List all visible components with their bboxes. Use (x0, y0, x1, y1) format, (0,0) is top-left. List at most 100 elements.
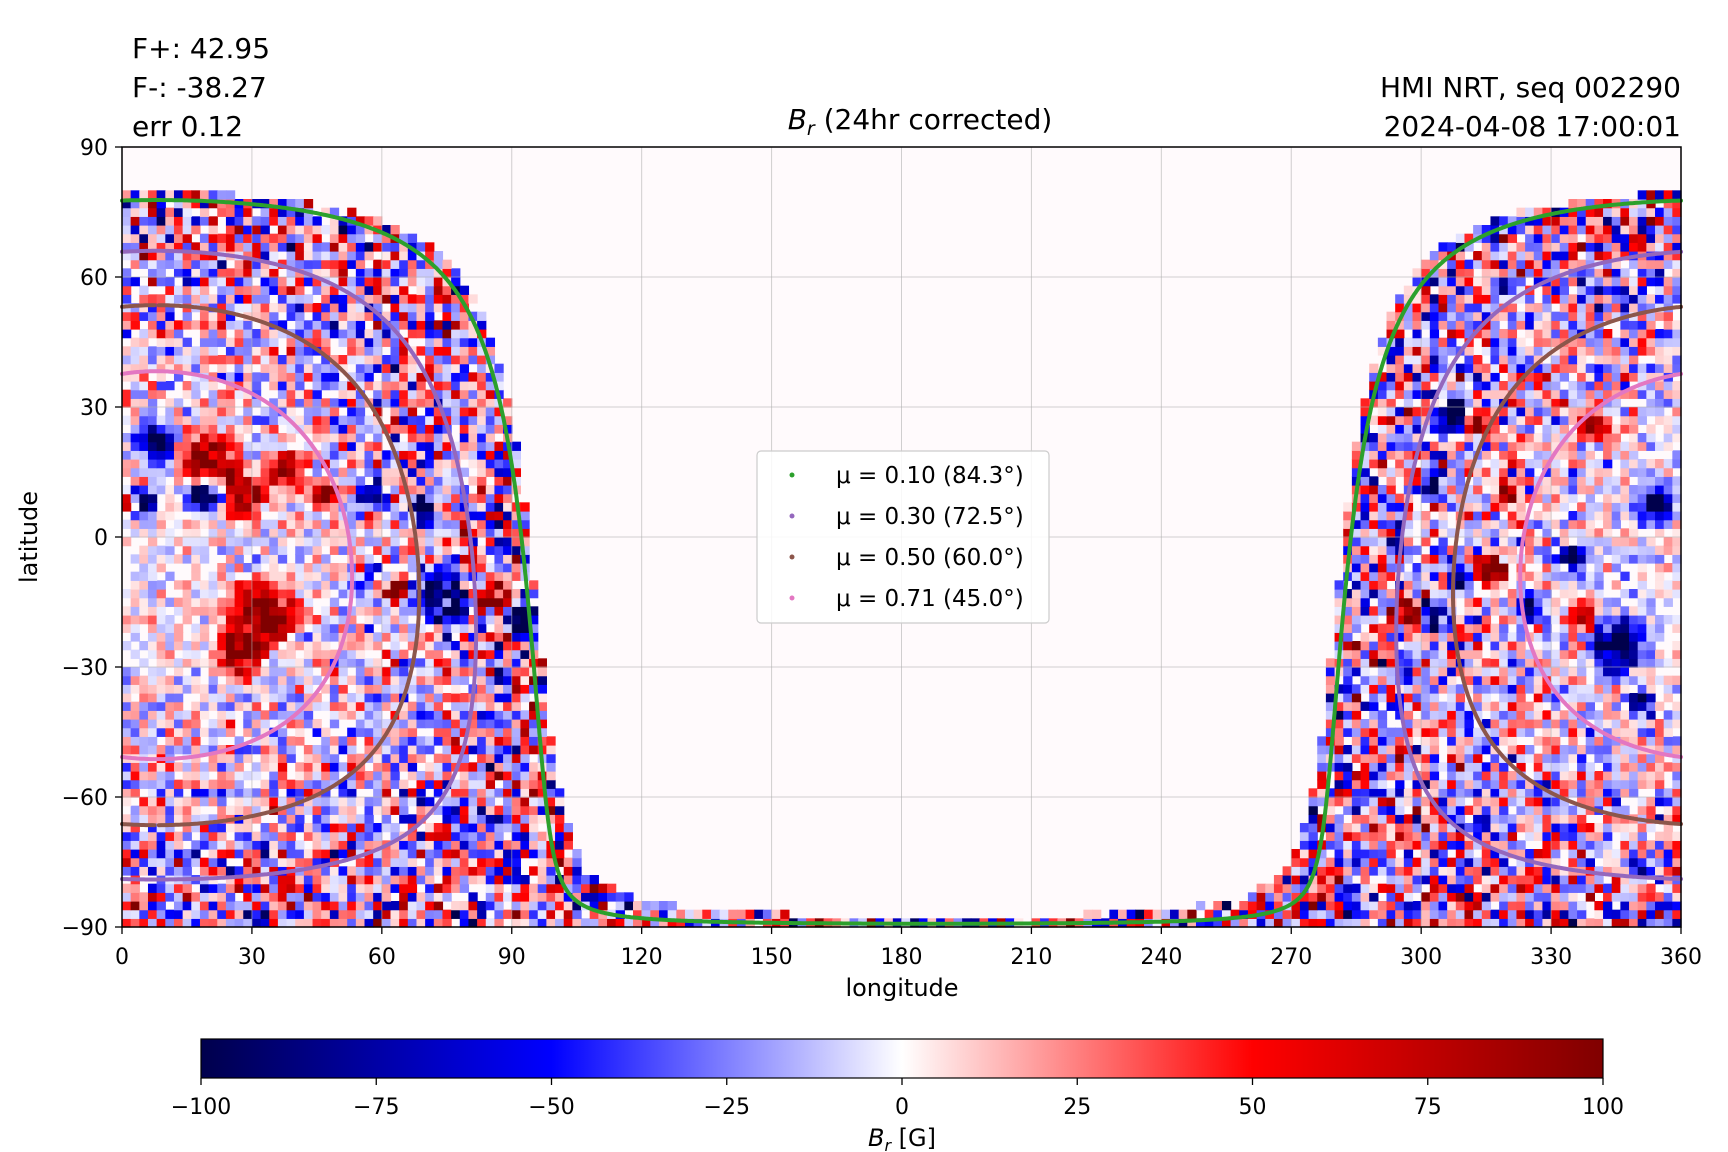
field-cell (1447, 693, 1457, 703)
field-cell (1360, 528, 1370, 538)
field-cell (217, 866, 227, 876)
field-cell (1317, 909, 1327, 919)
field-cell (1299, 840, 1310, 850)
field-cell (1360, 875, 1370, 885)
field-cell (1646, 840, 1656, 850)
field-cell (321, 745, 331, 755)
field-cell (338, 467, 348, 477)
field-cell (182, 805, 192, 815)
field-cell (1377, 485, 1388, 495)
field-cell (295, 779, 305, 789)
field-cell (1360, 511, 1370, 521)
field-cell (1525, 788, 1535, 798)
field-cell (199, 840, 210, 850)
title-subscript: r (807, 118, 816, 140)
field-cell (1455, 476, 1466, 486)
field-cell (269, 407, 279, 417)
field-cell (347, 727, 357, 737)
field-cell (1386, 606, 1396, 616)
field-cell (520, 693, 530, 703)
field-cell (329, 606, 340, 616)
field-cell (147, 424, 158, 434)
field-cell (1672, 493, 1682, 503)
field-cell (260, 684, 270, 694)
field-cell (1490, 597, 1500, 607)
field-cell (251, 719, 262, 729)
field-cell (1438, 545, 1448, 555)
field-cell (122, 485, 132, 495)
field-cell (511, 701, 522, 711)
field-cell (1343, 511, 1353, 521)
field-cell (1629, 658, 1639, 668)
field-cell (321, 779, 331, 789)
field-cell (321, 519, 331, 529)
field-cell (1195, 918, 1206, 928)
field-cell (1663, 866, 1673, 876)
field-cell (1655, 441, 1665, 451)
field-cell (1663, 857, 1673, 867)
field-cell (312, 883, 322, 893)
field-cell (147, 632, 158, 642)
field-cell (1611, 675, 1621, 685)
field-cell (425, 537, 435, 547)
field-cell (1360, 476, 1370, 486)
field-cell (1421, 493, 1431, 503)
field-cell (1646, 667, 1656, 677)
field-cell (1577, 675, 1587, 685)
field-cell (1455, 415, 1466, 425)
field-cell (321, 658, 331, 668)
field-cell (130, 883, 140, 893)
field-cell (286, 502, 296, 512)
field-cell (251, 485, 262, 495)
field-cell (355, 493, 366, 503)
field-cell (225, 805, 236, 815)
field-cell (1533, 693, 1544, 703)
field-cell (1351, 459, 1362, 469)
field-cell (1412, 797, 1422, 807)
field-cell (1377, 545, 1388, 555)
field-cell (364, 727, 374, 737)
field-cell (1395, 840, 1405, 850)
field-cell (1629, 424, 1639, 434)
field-cell (1516, 849, 1526, 859)
field-cell (451, 875, 461, 885)
field-cell (1585, 779, 1595, 789)
field-cell (347, 658, 357, 668)
field-cell (225, 710, 236, 720)
field-cell (347, 701, 357, 711)
field-cell (364, 736, 374, 746)
field-cell (1620, 831, 1630, 841)
field-cell (459, 632, 470, 642)
field-cell (182, 675, 192, 685)
field-cell (338, 797, 348, 807)
field-cell (390, 485, 400, 495)
field-cell (1421, 771, 1431, 781)
field-cell (122, 710, 132, 720)
field-cell (286, 909, 296, 919)
field-cell (130, 485, 140, 495)
field-cell (338, 805, 348, 815)
field-cell (425, 519, 435, 529)
field-cell (399, 727, 409, 737)
field-cell (1377, 589, 1388, 599)
field-cell (1473, 511, 1483, 521)
field-cell (1568, 563, 1578, 573)
field-cell (459, 649, 470, 659)
field-cell (1438, 840, 1448, 850)
field-cell (511, 459, 522, 469)
field-cell (199, 771, 210, 781)
field-cell (1542, 537, 1552, 547)
field-cell (736, 909, 747, 919)
field-cell (555, 805, 565, 815)
field-cell (451, 667, 461, 677)
field-cell (1455, 545, 1466, 555)
field-cell (277, 771, 288, 781)
field-cell (425, 493, 435, 503)
field-cell (1421, 606, 1431, 616)
field-cell (1360, 502, 1370, 512)
field-cell (459, 840, 470, 850)
field-cell (520, 736, 530, 746)
field-cell (1568, 623, 1578, 633)
field-cell (1629, 918, 1639, 928)
field-cell (1663, 745, 1673, 755)
